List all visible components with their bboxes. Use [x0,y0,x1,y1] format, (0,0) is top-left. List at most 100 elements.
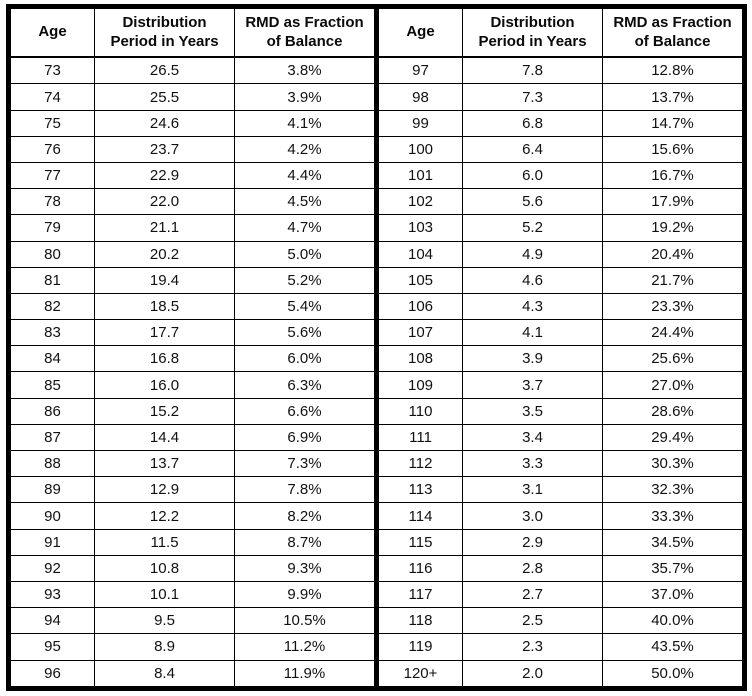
table-row: 85 16.0 6.3% [9,371,375,399]
table-cell: 6.8 [462,109,603,137]
table-cell: 34.5% [602,528,743,556]
table-cell: 4.5% [234,188,375,216]
table-row: 86 15.2 6.6% [9,397,375,425]
table-cell: 21.7% [602,266,743,294]
table-cell: 50.0% [602,659,743,688]
table-cell: 89 [9,476,96,504]
table-cell: 92 [9,554,96,582]
table-row: 97 7.8 12.8% [377,56,743,85]
table-cell: 110 [377,397,464,425]
table-cell: 3.7 [462,371,603,399]
table-cell: 3.8% [234,56,375,85]
col-header-rmd-fraction: RMD as Fraction of Balance [602,8,743,58]
table-cell: 18.5 [94,292,235,321]
col-header-rmd-fraction: RMD as Fraction of Balance [234,8,375,58]
table-header-left: Age Distribution Period in Years RMD as … [9,8,375,58]
table-cell: 75 [9,109,96,137]
table-cell: 25.5 [94,83,235,111]
table-cell: 6.0 [462,161,603,190]
table-row: 78 22.0 4.5% [9,188,375,216]
table-row: 110 3.5 28.6% [377,397,743,425]
table-cell: 94 [9,607,96,635]
table-cell: 3.0 [462,502,603,530]
table-cell: 4.1 [462,319,603,347]
table-cell: 12.8% [602,56,743,85]
table-cell: 2.0 [462,659,603,688]
table-cell: 15.6% [602,135,743,163]
table-cell: 105 [377,266,464,294]
table-cell: 6.0% [234,345,375,373]
table-cell: 5.6 [462,188,603,216]
table-row: 101 6.0 16.7% [377,161,743,190]
table-row: 107 4.1 24.4% [377,319,743,347]
table-cell: 25.6% [602,345,743,373]
table-row: 113 3.1 32.3% [377,476,743,504]
table-cell: 112 [377,450,464,478]
table-cell: 99 [377,109,464,137]
table-row: 116 2.8 35.7% [377,554,743,582]
table-cell: 5.4% [234,292,375,321]
table-cell: 5.0% [234,240,375,268]
table-row: 108 3.9 25.6% [377,345,743,373]
table-cell: 15.2 [94,397,235,425]
table-row: 80 20.2 5.0% [9,240,375,268]
table-cell: 3.4 [462,423,603,452]
table-row: 102 5.6 17.9% [377,188,743,216]
table-row: 109 3.7 27.0% [377,371,743,399]
table-cell: 20.4% [602,240,743,268]
table-row: 96 8.4 11.9% [9,659,375,688]
table-row: 81 19.4 5.2% [9,266,375,294]
table-cell: 8.2% [234,502,375,530]
table-cell: 114 [377,502,464,530]
table-cell: 118 [377,607,464,635]
table-cell: 86 [9,397,96,425]
table-row: 119 2.3 43.5% [377,633,743,661]
table-cell: 4.7% [234,214,375,242]
table-cell: 4.4% [234,161,375,190]
table-cell: 101 [377,161,464,190]
table-cell: 7.3% [234,450,375,478]
table-body-right: 97 7.8 12.8% 98 7.3 13.7% 99 6.8 14.7% 100 6.4 15.6… [377,56,743,688]
table-body-left: 73 26.5 3.8% 74 25.5 3.9% 75 24.6 4.1% 76 23.7 4.2%… [9,56,375,688]
table-cell: 11.5 [94,528,235,556]
table-cell: 11.2% [234,633,375,661]
table-cell: 3.3 [462,450,603,478]
table-cell: 102 [377,188,464,216]
table-cell: 19.4 [94,266,235,294]
table-cell: 5.2% [234,266,375,294]
table-cell: 79 [9,214,96,242]
table-row: 82 18.5 5.4% [9,292,375,321]
table-row: 106 4.3 23.3% [377,292,743,321]
table-cell: 98 [377,83,464,111]
table-cell: 24.6 [94,109,235,137]
table-row: 103 5.2 19.2% [377,214,743,242]
table-row: 112 3.3 30.3% [377,450,743,478]
table-cell: 107 [377,319,464,347]
table-cell: 2.5 [462,607,603,635]
table-cell: 109 [377,371,464,399]
table-cell: 119 [377,633,464,661]
table-cell: 33.3% [602,502,743,530]
table-cell: 5.6% [234,319,375,347]
table-cell: 26.5 [94,56,235,85]
table-cell: 113 [377,476,464,504]
table-cell: 9.5 [94,607,235,635]
table-cell: 7.8 [462,56,603,85]
table-cell: 17.7 [94,319,235,347]
table-cell: 111 [377,423,464,452]
table-cell: 117 [377,580,464,609]
table-cell: 4.9 [462,240,603,268]
table-header-right: Age Distribution Period in Years RMD as … [377,8,743,58]
table-row: 79 21.1 4.7% [9,214,375,242]
table-row: 75 24.6 4.1% [9,109,375,137]
table-row: 76 23.7 4.2% [9,135,375,163]
table-cell: 3.9% [234,83,375,111]
col-header-distribution-period: Distribution Period in Years [94,8,235,58]
table-cell: 73 [9,56,96,85]
table-row: 105 4.6 21.7% [377,266,743,294]
table-row: 98 7.3 13.7% [377,83,743,111]
table-cell: 4.6 [462,266,603,294]
table-cell: 13.7% [602,83,743,111]
table-cell: 93 [9,580,96,609]
table-cell: 115 [377,528,464,556]
